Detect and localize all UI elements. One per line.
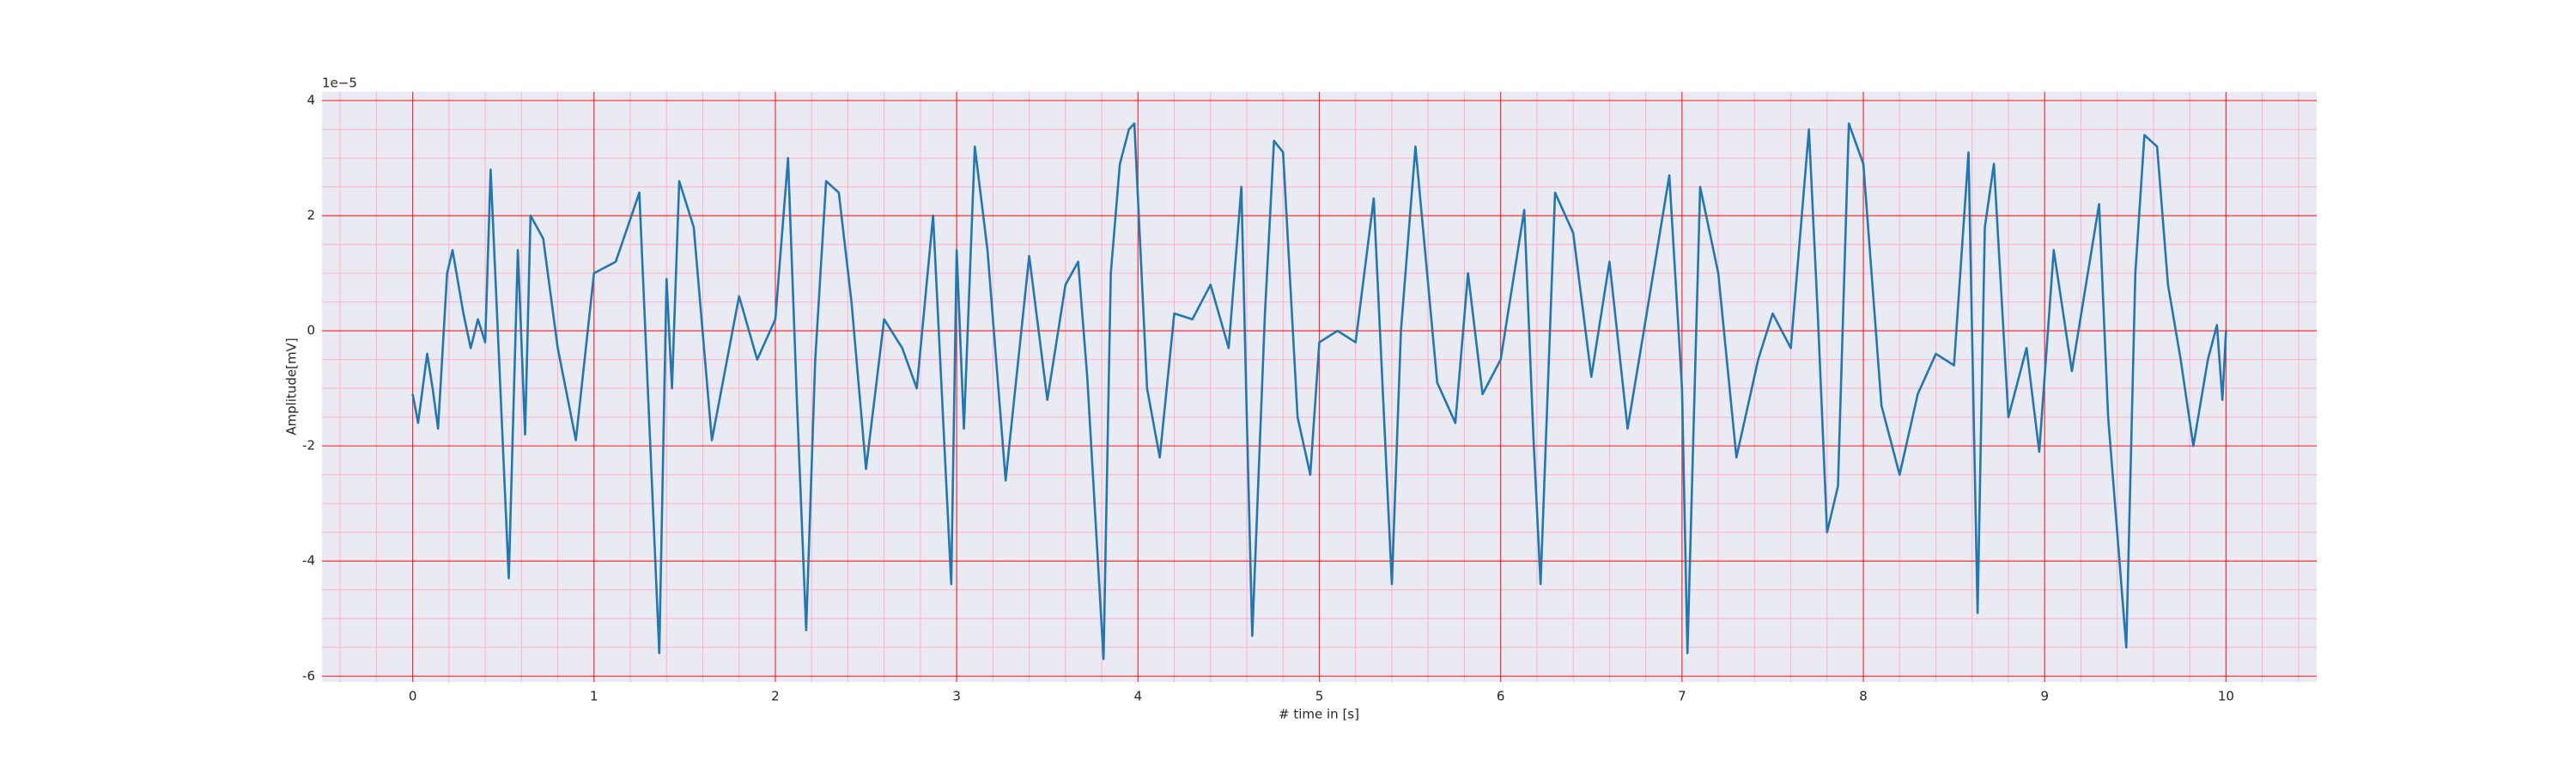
y-tick-label: 0 — [307, 323, 315, 338]
x-tick-label: 5 — [1315, 689, 1324, 704]
x-tick-label: 3 — [952, 689, 961, 704]
y-offset-label: 1e−5 — [322, 76, 357, 91]
line-series — [411, 122, 2227, 660]
x-tick-label: 2 — [771, 689, 780, 704]
x-tick-label: 6 — [1497, 689, 1505, 704]
y-tick-label: 4 — [307, 93, 315, 108]
x-tick-label: 1 — [590, 689, 598, 704]
y-tick-label: -2 — [302, 438, 315, 453]
y-axis-label: Amplitude[mV] — [284, 338, 300, 435]
y-tick-label: 2 — [307, 208, 315, 223]
x-tick-label: 0 — [409, 689, 417, 704]
y-tick-label: -4 — [302, 553, 315, 569]
x-tick-label: 9 — [2040, 689, 2049, 704]
y-tick-label: -6 — [302, 668, 315, 684]
axes: 0 1 2 3 4 5 6 7 8 9 10 -6 -4 -2 0 2 4 — [302, 93, 2234, 704]
grid — [322, 92, 2317, 682]
x-tick-label: 4 — [1134, 689, 1143, 704]
x-tick-label: 7 — [1678, 689, 1686, 704]
data — [411, 122, 2227, 660]
x-tick-label: 10 — [2218, 689, 2234, 704]
x-tick-label: 8 — [1859, 689, 1868, 704]
x-axis-label: # time in [s] — [1279, 707, 1359, 722]
